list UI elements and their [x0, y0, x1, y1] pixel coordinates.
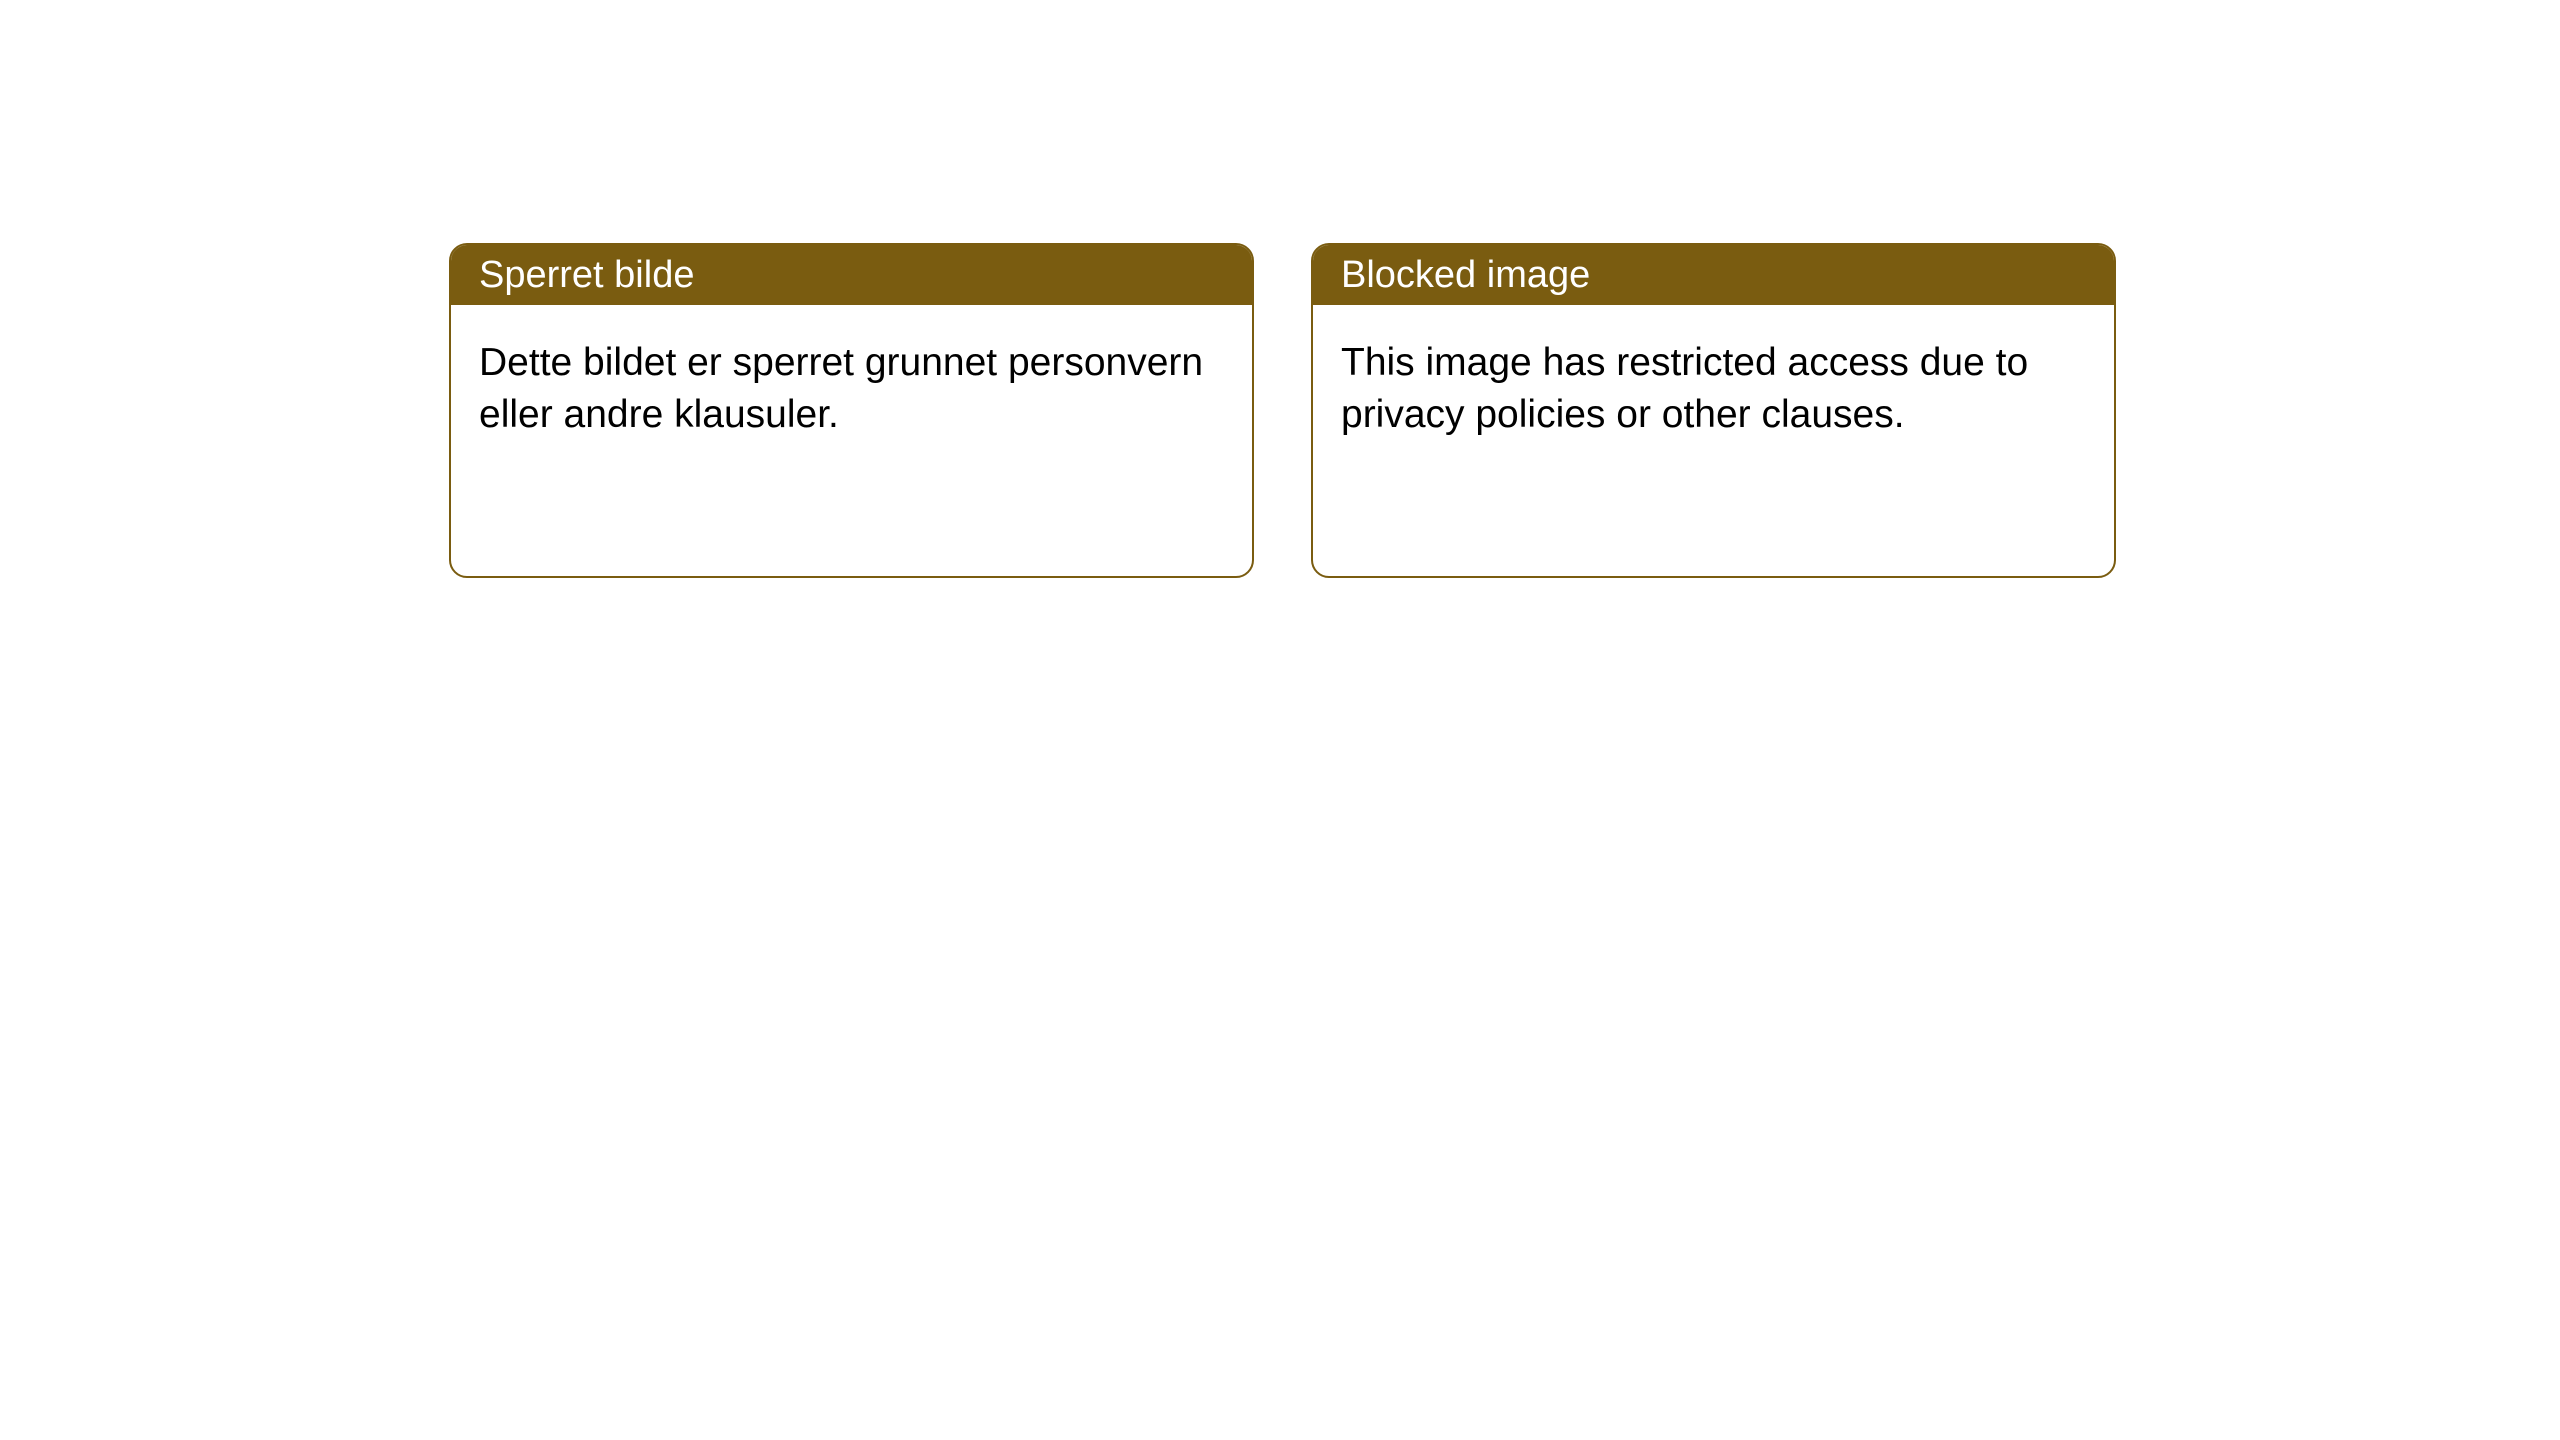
notice-text-english: This image has restricted access due to …: [1341, 341, 2028, 436]
notice-text-norwegian: Dette bildet er sperret grunnet personve…: [479, 341, 1203, 436]
notice-body-english: This image has restricted access due to …: [1313, 305, 2114, 473]
notice-body-norwegian: Dette bildet er sperret grunnet personve…: [451, 305, 1252, 473]
notice-box-norwegian: Sperret bilde Dette bildet er sperret gr…: [449, 243, 1254, 578]
notice-title-norwegian: Sperret bilde: [479, 254, 694, 297]
notice-title-english: Blocked image: [1341, 254, 1590, 297]
notice-box-english: Blocked image This image has restricted …: [1311, 243, 2116, 578]
notice-header-english: Blocked image: [1313, 245, 2114, 305]
notice-container: Sperret bilde Dette bildet er sperret gr…: [449, 243, 2116, 578]
notice-header-norwegian: Sperret bilde: [451, 245, 1252, 305]
